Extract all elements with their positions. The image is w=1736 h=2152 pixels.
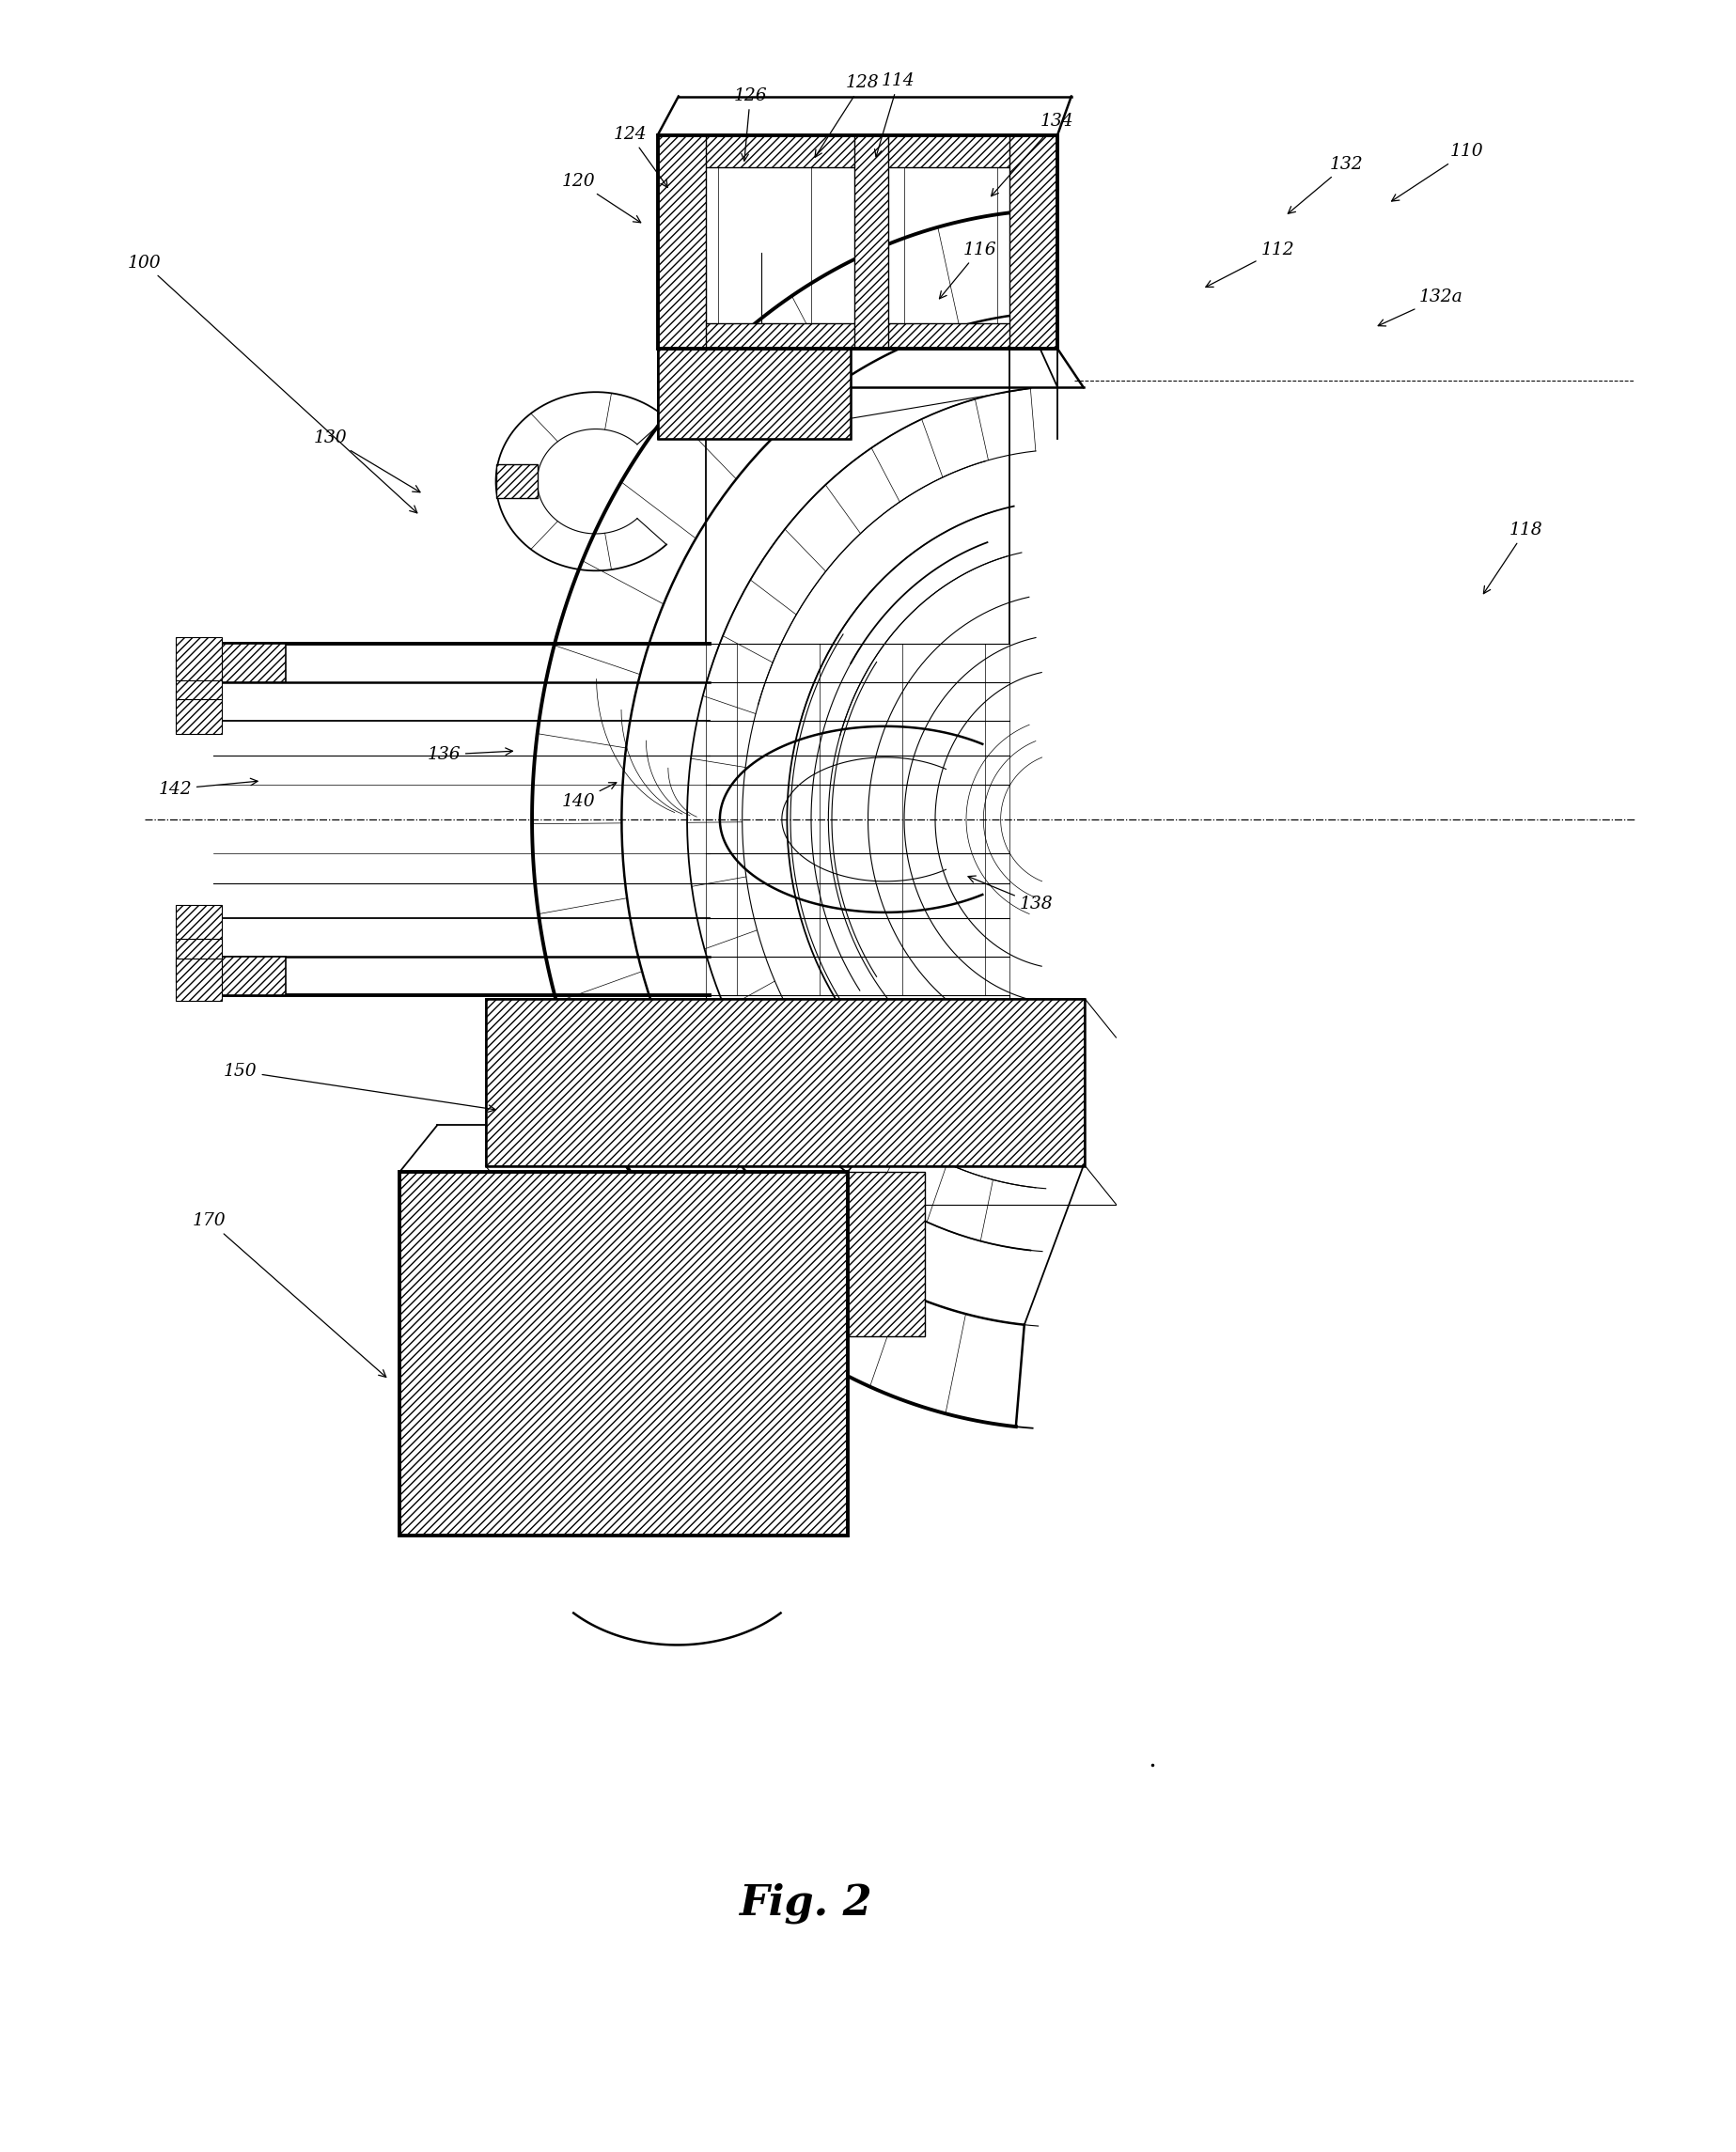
Text: 132a: 132a: [1378, 288, 1463, 327]
Text: 136: 136: [427, 747, 512, 764]
Polygon shape: [175, 958, 222, 1001]
Polygon shape: [214, 643, 286, 682]
Polygon shape: [496, 465, 536, 499]
Text: 130: 130: [312, 430, 420, 493]
Polygon shape: [175, 656, 222, 699]
Text: 132: 132: [1288, 155, 1363, 213]
Polygon shape: [175, 637, 222, 680]
Text: 126: 126: [734, 88, 767, 161]
Text: Fig. 2: Fig. 2: [740, 1883, 871, 1924]
Text: 124: 124: [613, 127, 668, 187]
Text: 140: 140: [561, 783, 616, 811]
Text: 128: 128: [814, 75, 878, 157]
Text: 170: 170: [193, 1212, 385, 1377]
Polygon shape: [847, 1173, 925, 1336]
Polygon shape: [486, 999, 1085, 1166]
Polygon shape: [175, 691, 222, 734]
Text: 114: 114: [875, 73, 915, 157]
Bar: [658, 136, 1057, 349]
Text: 112: 112: [1207, 241, 1295, 286]
Text: 134: 134: [991, 114, 1075, 196]
Text: 142: 142: [158, 779, 257, 798]
Polygon shape: [658, 349, 851, 439]
Polygon shape: [1009, 136, 1057, 349]
Text: 100: 100: [127, 254, 417, 512]
Polygon shape: [658, 323, 1057, 349]
Text: 110: 110: [1392, 142, 1484, 200]
Polygon shape: [658, 136, 707, 349]
Polygon shape: [214, 955, 286, 994]
Polygon shape: [658, 136, 1057, 168]
Text: 120: 120: [561, 172, 641, 222]
Polygon shape: [175, 904, 222, 947]
Bar: [658, 349, 851, 439]
Text: 138: 138: [969, 876, 1054, 912]
Text: 116: 116: [939, 241, 996, 299]
Text: 150: 150: [224, 1063, 495, 1113]
Text: 118: 118: [1484, 521, 1542, 594]
Polygon shape: [399, 1173, 847, 1537]
Polygon shape: [175, 938, 222, 981]
Bar: [486, 999, 1085, 1166]
Bar: [399, 1173, 847, 1537]
Polygon shape: [854, 136, 889, 349]
